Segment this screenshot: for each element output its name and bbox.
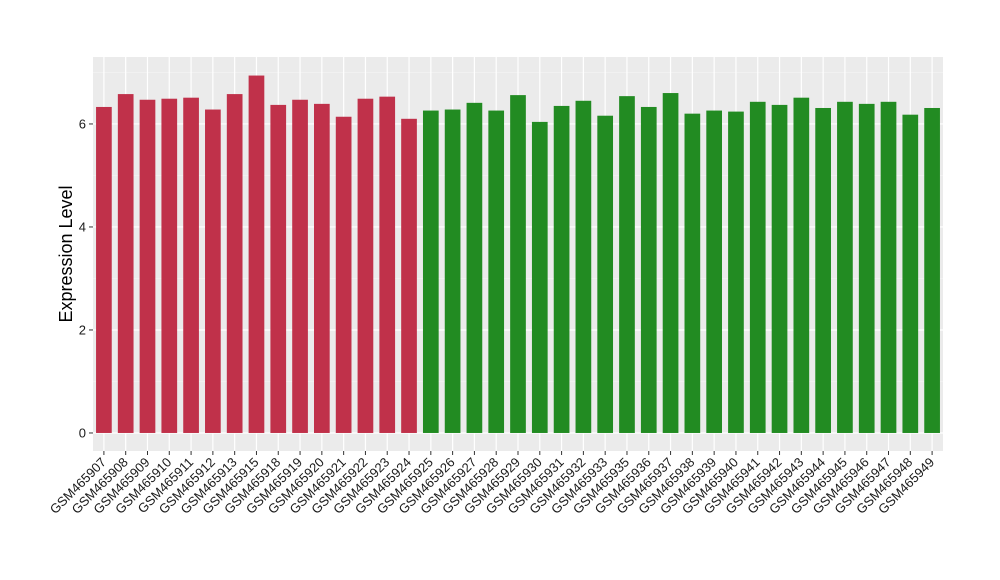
bar-GSM465926 (444, 109, 461, 433)
bar-GSM465931 (553, 105, 570, 433)
y-tick-label: 2 (79, 322, 86, 337)
bar-GSM465920 (314, 103, 330, 433)
bar-GSM465911 (183, 97, 199, 433)
bar-GSM465930 (531, 121, 548, 433)
y-tick-label: 4 (79, 219, 86, 234)
bar-GSM465946 (858, 103, 875, 433)
bar-GSM465935 (619, 96, 635, 433)
bar-GSM465947 (880, 101, 897, 433)
bar-GSM465912 (205, 109, 221, 433)
bar-GSM465945 (837, 101, 853, 433)
bar-GSM465940 (728, 111, 744, 433)
bar-GSM465937 (662, 93, 679, 433)
bar-GSM465932 (575, 100, 592, 433)
bar-GSM465915 (248, 75, 265, 433)
bar-GSM465908 (117, 94, 134, 433)
y-axis-title: Expression Level (56, 185, 76, 322)
bar-GSM465922 (357, 98, 374, 433)
bar-GSM465944 (815, 107, 831, 433)
y-axis: 0 2 4 6 (79, 116, 93, 440)
bar-GSM465927 (466, 102, 483, 433)
bar-GSM465939 (706, 110, 722, 433)
bar-GSM465918 (270, 104, 287, 433)
bar-GSM465938 (684, 113, 701, 433)
bar-GSM465936 (640, 106, 657, 433)
x-axis: GSM465907GSM465908GSM465909GSM465910GSM4… (47, 451, 937, 517)
bars (96, 75, 940, 433)
y-tick-label: 0 (79, 425, 86, 440)
y-tick-label: 6 (79, 116, 86, 131)
bar-GSM465941 (749, 101, 766, 433)
bar-GSM465928 (488, 110, 505, 433)
bar-GSM465910 (161, 98, 178, 433)
bar-GSM465913 (226, 94, 243, 433)
bar-GSM465924 (401, 118, 417, 433)
bar-GSM465907 (96, 106, 112, 433)
bar-GSM465942 (771, 104, 788, 433)
bar-GSM465929 (510, 95, 526, 433)
bar-GSM465925 (422, 110, 439, 433)
bar-GSM465921 (335, 116, 352, 433)
bar-GSM465919 (292, 99, 308, 433)
bar-GSM465949 (924, 107, 940, 433)
bar-GSM465923 (379, 96, 396, 433)
bar-GSM465933 (597, 115, 614, 433)
bar-GSM465909 (139, 99, 156, 433)
bar-GSM465943 (793, 97, 810, 433)
bar-GSM465948 (902, 114, 919, 433)
